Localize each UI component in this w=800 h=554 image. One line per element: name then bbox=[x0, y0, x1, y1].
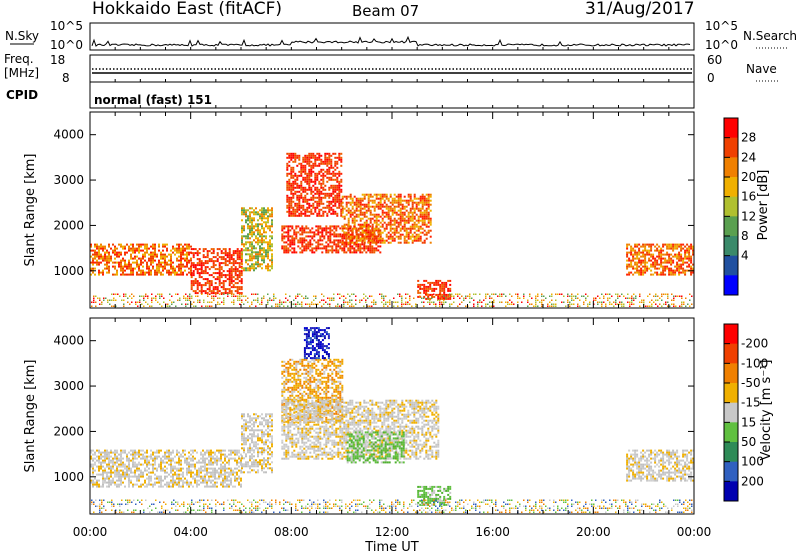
echo-region bbox=[626, 243, 695, 276]
x-tick-label: 12:00 bbox=[375, 525, 410, 539]
colorbar-segment bbox=[724, 461, 738, 482]
colorbar-tick-label: 12 bbox=[741, 209, 756, 223]
y-tick-label: 3000 bbox=[53, 173, 84, 187]
colorbar-segment bbox=[724, 383, 738, 404]
colorbar-tick-label: 24 bbox=[741, 150, 756, 164]
power-data-layer bbox=[90, 152, 695, 307]
velocity-colorbar-label: Velocity [m s⁻¹] bbox=[759, 360, 774, 461]
colorbar-tick-label: 4 bbox=[741, 249, 749, 263]
colorbar-segment bbox=[724, 363, 738, 384]
x-tick-label: 00:00 bbox=[677, 525, 712, 539]
y-tick-label: 2000 bbox=[53, 218, 84, 232]
nsky-right-tick-bottom: 10^0 bbox=[705, 38, 738, 52]
colorbar-segment bbox=[724, 236, 738, 257]
colorbar-frame bbox=[723, 323, 739, 502]
echo-region bbox=[281, 399, 440, 460]
colorbar-frame bbox=[723, 117, 739, 296]
colorbar-segment bbox=[724, 324, 738, 345]
nsky-left-tick-top: 10^5 bbox=[50, 19, 83, 33]
echo-region bbox=[417, 279, 452, 300]
colorbar-segment bbox=[724, 196, 738, 217]
colorbar-tick-label: -200 bbox=[741, 337, 768, 351]
nsky-left-tick-bottom: 10^0 bbox=[50, 38, 83, 52]
colorbar-segment bbox=[724, 275, 738, 296]
colorbar-segment bbox=[724, 137, 738, 158]
nsearch-label: N.Search bbox=[743, 29, 797, 43]
x-tick-label: 16:00 bbox=[475, 525, 510, 539]
x-tick-label: 08:00 bbox=[274, 525, 309, 539]
freq-label-line1: Freq. bbox=[4, 52, 34, 66]
echo-region bbox=[241, 207, 273, 272]
x-axis-label: Time UT bbox=[364, 540, 418, 554]
colorbar-segment bbox=[724, 255, 738, 276]
velocity-ylabel: Slant Range [km] bbox=[23, 360, 38, 473]
colorbar-tick-label: -50 bbox=[741, 376, 761, 390]
beam-label: Beam 07 bbox=[352, 2, 419, 20]
power-ylabel: Slant Range [km] bbox=[23, 154, 38, 267]
velocity-data-layer bbox=[90, 327, 695, 513]
figure-title: Hokkaido East (fitACF) bbox=[92, 0, 282, 19]
cpid-label: CPID bbox=[6, 88, 38, 102]
nsky-trace bbox=[91, 35, 691, 47]
y-tick-label: 1000 bbox=[53, 470, 84, 484]
colorbar-tick-label: 16 bbox=[741, 190, 756, 204]
freq-right-tick-top: 60 bbox=[707, 53, 722, 67]
echo-region bbox=[190, 248, 243, 295]
x-tick-label: 20:00 bbox=[576, 525, 611, 539]
colorbar-segment bbox=[724, 481, 738, 502]
colorbar-segment bbox=[724, 157, 738, 178]
near-range-clutter bbox=[91, 293, 693, 307]
echo-region bbox=[303, 327, 330, 360]
echo-region bbox=[626, 449, 695, 482]
colorbar-segment bbox=[724, 422, 738, 443]
y-tick-label: 2000 bbox=[53, 424, 84, 438]
echo-region bbox=[341, 193, 432, 244]
nsky-label: N.Sky bbox=[5, 29, 39, 43]
colorbar-segment bbox=[724, 402, 738, 423]
echo-region bbox=[90, 449, 242, 488]
freq-right-tick-bottom: 0 bbox=[707, 71, 715, 85]
date-label: 31/Aug/2017 bbox=[585, 0, 695, 19]
y-tick-label: 4000 bbox=[53, 334, 84, 348]
freq-label-line2: [MHz] bbox=[4, 66, 39, 80]
colorbar-segment bbox=[724, 177, 738, 198]
colorbar-segment bbox=[724, 343, 738, 364]
colorbar-tick-label: 200 bbox=[741, 474, 764, 488]
y-tick-label: 3000 bbox=[53, 379, 84, 393]
x-tick-label: 00:00 bbox=[73, 525, 108, 539]
near-range-clutter bbox=[91, 499, 693, 513]
colorbar-tick-label: -100 bbox=[741, 356, 768, 370]
colorbar-tick-label: 8 bbox=[741, 229, 749, 243]
freq-left-tick-bottom: 8 bbox=[62, 71, 70, 85]
colorbar-tick-label: 50 bbox=[741, 435, 756, 449]
colorbar-segment bbox=[724, 118, 738, 139]
colorbar-segment bbox=[724, 442, 738, 463]
echo-region bbox=[241, 413, 273, 474]
colorbar-tick-label: -15 bbox=[741, 396, 761, 410]
colorbar-segment bbox=[724, 216, 738, 237]
x-tick-label: 04:00 bbox=[173, 525, 208, 539]
echo-region bbox=[346, 431, 405, 464]
cpid-mode-label: normal (fast) 151 bbox=[94, 93, 212, 107]
y-tick-label: 1000 bbox=[53, 264, 84, 278]
echo-region bbox=[90, 243, 192, 276]
y-tick-label: 4000 bbox=[53, 128, 84, 142]
freq-left-tick-top: 18 bbox=[50, 53, 65, 67]
colorbar-tick-label: 20 bbox=[741, 170, 756, 184]
echo-region bbox=[286, 152, 343, 217]
colorbar-tick-label: 100 bbox=[741, 455, 764, 469]
colorbar-tick-label: 28 bbox=[741, 131, 756, 145]
colorbar-tick-label: 15 bbox=[741, 415, 756, 429]
nsky-right-tick-top: 10^5 bbox=[705, 19, 738, 33]
nave-label: Nave bbox=[746, 62, 777, 76]
power-colorbar-label: Power [dB] bbox=[756, 170, 771, 241]
